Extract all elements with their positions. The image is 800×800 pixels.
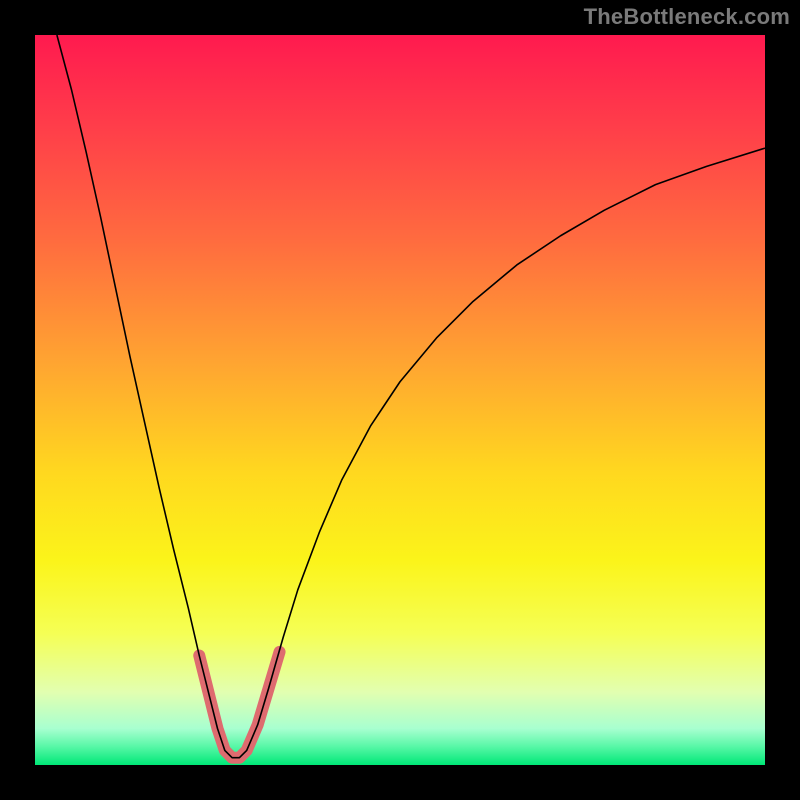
watermark-text: TheBottleneck.com <box>584 4 790 30</box>
chart-container: TheBottleneck.com <box>0 0 800 800</box>
bottleneck-chart <box>0 0 800 800</box>
